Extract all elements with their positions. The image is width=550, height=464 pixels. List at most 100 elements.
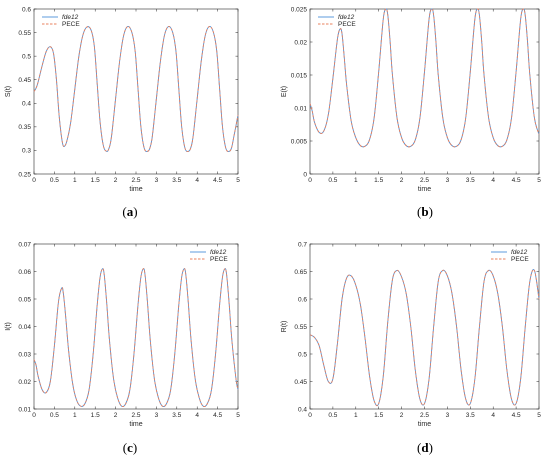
x-tick-label: 0 [308, 412, 312, 419]
series-line-fde12 [33, 25, 239, 152]
panel-b: 0 0.5 1 1.5 2 2.5 3 3.5 4 4.5 5 0 0.005 0.01 0.015 0.02… [281, 6, 541, 219]
x-tick-label: 4 [491, 412, 495, 419]
series-line-pece [309, 8, 540, 148]
y-tick-label: 0.03 [18, 351, 31, 358]
x-tick-label: 1 [73, 177, 77, 184]
legend-label-pece: PECE [62, 21, 80, 28]
x-tick-label: 5 [537, 412, 541, 419]
y-tick-label: 0.04 [18, 324, 31, 331]
y-tick-label: 0.45 [294, 379, 307, 386]
x-tick-label: 4.5 [512, 412, 521, 419]
legend-label-fde12: fde12 [62, 14, 79, 21]
y-tick-label: 0.35 [18, 124, 31, 131]
y-tick-label: 0.65 [294, 269, 307, 276]
y-tick-label: 0.4 [298, 406, 307, 413]
x-tick-label: 4.5 [213, 412, 222, 419]
x-tick-label: 2.5 [131, 177, 140, 184]
series-line-pece [33, 25, 239, 152]
y-tick-label: 0.07 [18, 241, 31, 248]
y-tick-label: 0.025 [291, 6, 308, 13]
x-tick-label: 3 [446, 412, 450, 419]
series-line-fde12 [33, 268, 239, 408]
x-tick-label: 0.5 [50, 177, 59, 184]
series-line-fde12 [309, 8, 540, 148]
y-axis-label: I(t) [5, 322, 12, 331]
y-tick-label: 0.55 [294, 324, 307, 331]
y-tick-label: 0.55 [18, 30, 31, 37]
x-tick-label: 1.5 [91, 177, 100, 184]
x-tick-label: 3.5 [172, 177, 181, 184]
x-tick-label: 1 [73, 412, 77, 419]
x-tick-label: 0 [32, 412, 36, 419]
plot-frame [309, 8, 540, 175]
panel-caption: (a) [122, 204, 137, 219]
y-tick-label: 0 [303, 171, 307, 178]
panel-a: 0 0.5 1 1.5 2 2.5 3 3.5 4 4.5 5 0.25 0.3 0.35 0.4 0.45 0… [5, 6, 240, 219]
x-tick-label: 4 [491, 177, 495, 184]
y-tick-label: 0.7 [298, 241, 307, 248]
x-tick-label: 2 [114, 412, 118, 419]
series-line-fde12 [309, 269, 540, 407]
panel-c: 0 0.5 1 1.5 2 2.5 3 3.5 4 4.5 5 0.01 0.02 0.03 0.04 0.0… [5, 241, 240, 455]
x-axis-label: time [129, 186, 142, 193]
legend-label-fde12: fde12 [210, 249, 227, 256]
x-tick-label: 1.5 [91, 412, 100, 419]
panel-caption: (c) [123, 440, 137, 455]
y-tick-label: 0.02 [294, 39, 307, 46]
x-tick-label: 3 [155, 177, 159, 184]
legend-label-pece: PECE [338, 21, 356, 28]
y-tick-label: 0.5 [22, 53, 31, 60]
x-tick-label: 0 [32, 177, 36, 184]
y-tick-label: 0.05 [18, 296, 31, 303]
x-tick-label: 2 [400, 412, 404, 419]
y-tick-label: 0.3 [22, 148, 31, 155]
x-axis-label: time [418, 421, 431, 428]
y-tick-label: 0.06 [18, 269, 31, 276]
y-tick-label: 0.02 [18, 379, 31, 386]
panel-d: 0 0.5 1 1.5 2 2.5 3 3.5 4 4.5 5 0.4 0.45 0.5 0.55 0.6 0.… [281, 241, 541, 455]
panel-caption: (d) [417, 440, 433, 455]
legend-label-fde12: fde12 [338, 14, 355, 21]
x-tick-label: 1.5 [374, 412, 383, 419]
x-tick-label: 1 [354, 177, 358, 184]
y-tick-label: 0.6 [298, 296, 307, 303]
x-tick-label: 0 [308, 177, 312, 184]
legend-label-pece: PECE [210, 256, 228, 263]
x-tick-label: 2.5 [131, 412, 140, 419]
y-tick-label: 0.01 [18, 406, 31, 413]
x-tick-label: 4 [195, 412, 199, 419]
y-tick-label: 0.01 [294, 105, 307, 112]
y-tick-label: 0.4 [22, 101, 31, 108]
x-tick-label: 4.5 [213, 177, 222, 184]
y-axis-label: E(t) [281, 86, 288, 97]
x-tick-label: 2 [114, 177, 118, 184]
y-tick-label: 0.005 [291, 138, 308, 145]
x-tick-label: 3.5 [466, 177, 475, 184]
legend-label-pece: PECE [511, 256, 529, 263]
y-tick-label: 0.25 [18, 171, 31, 178]
plot-frame [309, 243, 540, 410]
x-tick-label: 1 [354, 412, 358, 419]
panel-caption: (b) [417, 204, 433, 219]
x-tick-label: 5 [537, 177, 541, 184]
x-tick-label: 5 [236, 177, 240, 184]
x-tick-label: 0.5 [50, 412, 59, 419]
x-tick-label: 3 [155, 412, 159, 419]
x-tick-label: 4 [195, 177, 199, 184]
series-line-pece [309, 269, 540, 407]
y-tick-label: 0.015 [291, 72, 308, 79]
x-tick-label: 2.5 [420, 412, 429, 419]
y-axis-label: S(t) [5, 86, 12, 97]
x-axis-label: time [129, 421, 142, 428]
series-line-pece [33, 268, 239, 408]
x-tick-label: 3.5 [466, 412, 475, 419]
y-axis-label: R(t) [281, 321, 288, 333]
x-tick-label: 0.5 [328, 177, 337, 184]
x-tick-label: 2 [400, 177, 404, 184]
x-tick-label: 3.5 [172, 412, 181, 419]
